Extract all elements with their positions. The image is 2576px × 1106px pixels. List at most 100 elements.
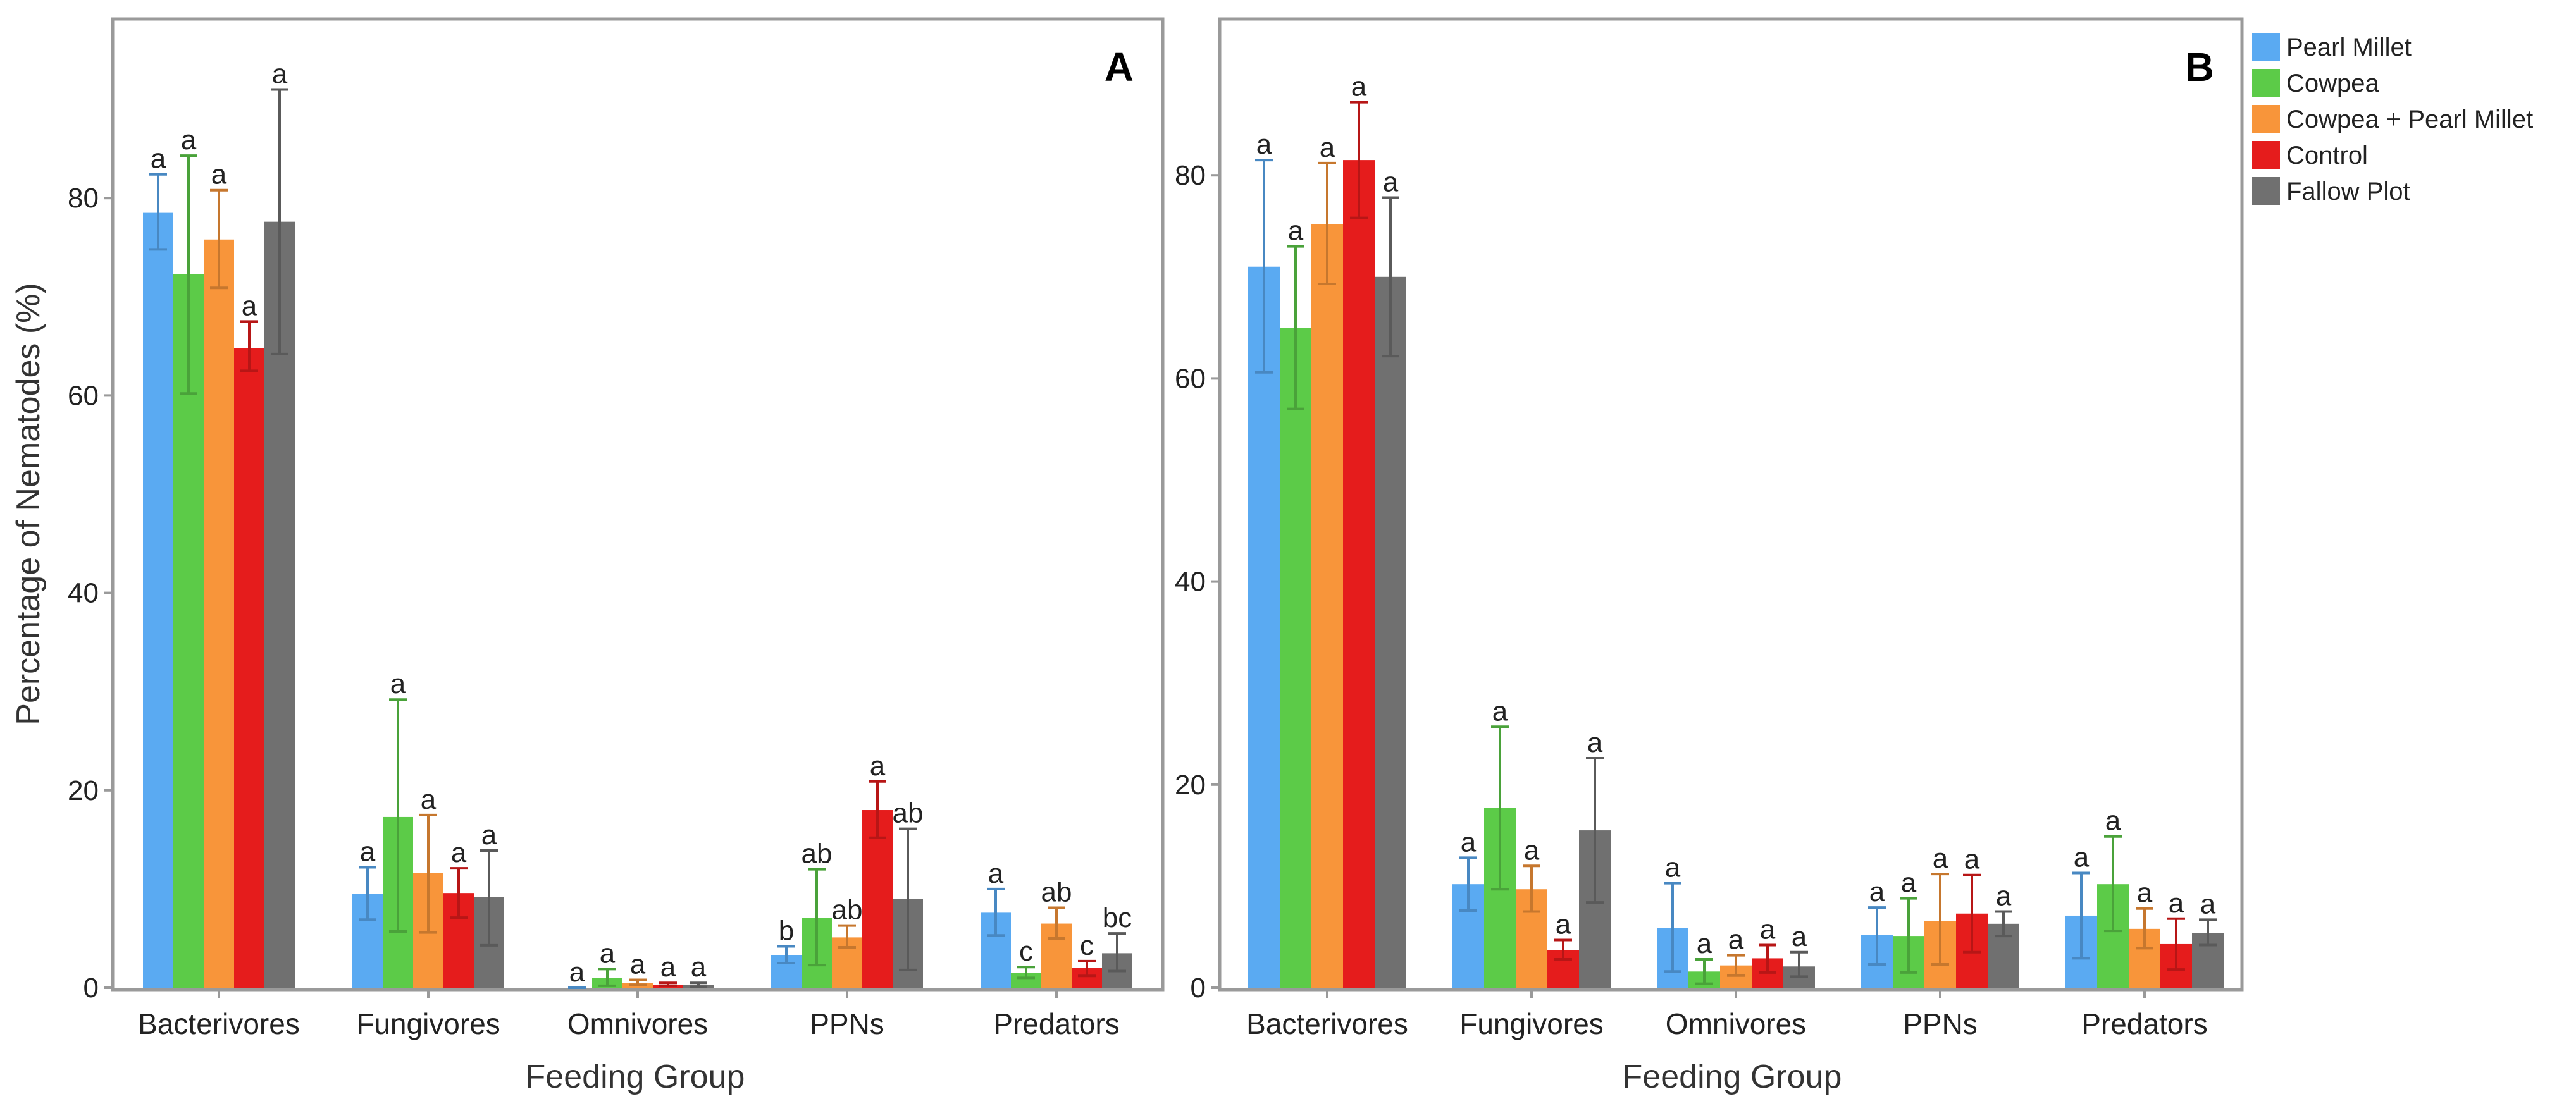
y-tick-label: 0 <box>84 973 99 1004</box>
significance-label: a <box>451 837 467 868</box>
significance-label: a <box>181 125 197 156</box>
significance-label: a <box>1492 696 1508 727</box>
significance-label: c <box>1080 930 1094 961</box>
significance-label: a <box>1288 216 1304 247</box>
legend-swatch <box>2252 141 2280 169</box>
significance-label: a <box>1556 909 1571 940</box>
significance-label: a <box>988 858 1004 889</box>
significance-label: a <box>569 957 585 988</box>
significance-label: a <box>1760 914 1776 945</box>
y-tick-label: 40 <box>68 578 99 609</box>
significance-label: ab <box>1041 877 1072 908</box>
y-tick-label: 80 <box>68 183 99 214</box>
legend-label: Fallow Plot <box>2286 178 2410 206</box>
significance-label: c <box>1019 936 1033 967</box>
panel-a-label: A <box>1105 44 1134 90</box>
bar <box>234 348 264 988</box>
significance-label: bc <box>1103 902 1132 933</box>
significance-label: a <box>151 144 166 175</box>
legend-swatch <box>2252 33 2280 61</box>
significance-label: ab <box>802 839 833 869</box>
y-tick-label: 20 <box>1175 770 1206 801</box>
significance-label: a <box>1996 881 2012 912</box>
panel-b-label: B <box>2185 44 2214 90</box>
significance-label: a <box>630 949 646 980</box>
significance-label: a <box>1901 868 1917 899</box>
significance-label: a <box>390 668 406 699</box>
significance-label: a <box>421 784 437 815</box>
y-tick-label: 60 <box>68 380 99 411</box>
significance-label: a <box>870 751 886 782</box>
legend: Pearl Millet Cowpea Cowpea + Pearl Millet C… <box>2252 33 2533 206</box>
x-tick-label: Bacterivores <box>1246 1007 1408 1040</box>
significance-label: a <box>1728 925 1744 955</box>
significance-label: a <box>1869 876 1885 907</box>
x-tick-label: Bacterivores <box>138 1007 300 1040</box>
significance-label: a <box>2169 888 2184 919</box>
significance-label: a <box>691 952 707 983</box>
panel-a-axis: 0 20 40 60 80 Bacterivores Fungivores Omnivores… <box>68 183 1120 1040</box>
legend-label: Control <box>2286 142 2368 169</box>
significance-label: a <box>1524 835 1540 866</box>
x-axis-title-b: Feeding Group <box>1623 1059 1842 1095</box>
bar <box>1248 266 1280 988</box>
significance-label: ab <box>893 798 924 829</box>
bar <box>143 212 173 988</box>
x-axis-title-a: Feeding Group <box>526 1059 745 1095</box>
significance-label: a <box>242 290 257 321</box>
significance-label: a <box>1665 852 1681 883</box>
significance-label: a <box>1697 928 1712 959</box>
bar <box>1343 160 1375 988</box>
significance-label: ab <box>832 895 863 926</box>
y-tick-label: 60 <box>1175 363 1206 394</box>
legend-label: Pearl Millet <box>2286 34 2412 61</box>
y-tick-label: 80 <box>1175 160 1206 191</box>
significance-label: a <box>2074 842 2090 873</box>
x-tick-label: PPNs <box>810 1007 884 1040</box>
panel-b-axis: 0 20 40 60 80 Bacterivores Fungivores Omnivores… <box>1175 160 2208 1040</box>
x-tick-label: Omnivores <box>567 1007 708 1040</box>
significance-label: a <box>1587 727 1603 758</box>
y-tick-label: 40 <box>1175 567 1206 598</box>
bar <box>1375 276 1406 988</box>
significance-label: a <box>272 58 288 89</box>
significance-label: a <box>1320 132 1335 163</box>
significance-label: b <box>779 915 794 946</box>
legend-label: Cowpea + Pearl Millet <box>2286 106 2533 133</box>
y-tick-label: 20 <box>68 775 99 806</box>
x-tick-label: Predators <box>2081 1007 2207 1040</box>
y-axis-title: Percentage of Nematodes (%) <box>10 283 47 725</box>
x-tick-label: Fungivores <box>1459 1007 1604 1040</box>
bar <box>1311 224 1343 988</box>
x-tick-label: Predators <box>993 1007 1119 1040</box>
significance-label: a <box>1933 843 1948 874</box>
bar <box>862 810 893 988</box>
significance-label: a <box>660 952 676 983</box>
significance-label: a <box>1792 921 1807 952</box>
legend-swatch <box>2252 177 2280 205</box>
significance-label: a <box>1351 71 1367 102</box>
x-tick-label: PPNs <box>1903 1007 1978 1040</box>
significance-label: a <box>1461 826 1477 857</box>
legend-swatch <box>2252 69 2280 97</box>
significance-label: a <box>1964 844 1980 875</box>
bar <box>204 239 234 988</box>
significance-label: a <box>2137 878 2153 909</box>
bar <box>1280 328 1311 988</box>
legend-swatch <box>2252 105 2280 133</box>
x-tick-label: Omnivores <box>1666 1007 1806 1040</box>
significance-label: a <box>360 837 376 868</box>
y-tick-label: 0 <box>1191 973 1206 1004</box>
significance-label: a <box>2105 806 2121 837</box>
significance-label: a <box>2200 888 2216 919</box>
significance-label: a <box>1256 129 1272 160</box>
significance-label: a <box>481 820 497 851</box>
significance-label: a <box>211 159 227 190</box>
x-tick-label: Fungivores <box>356 1007 500 1040</box>
significance-label: a <box>1383 167 1399 198</box>
